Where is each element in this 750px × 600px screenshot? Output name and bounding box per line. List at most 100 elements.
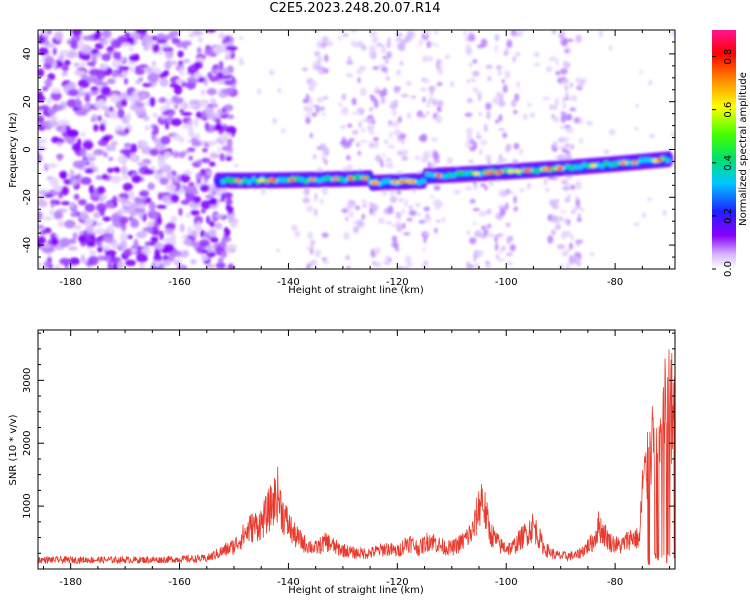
heatmap-streak-blob xyxy=(551,229,556,236)
heatmap-streak-blob xyxy=(345,60,354,66)
snr-panel: -180 -160 -140 -120 -100 -80 1000 2000 3000 Hei… xyxy=(8,329,676,596)
heatmap-streak-blob xyxy=(322,96,329,100)
heatmap-streak-blob xyxy=(565,113,573,121)
signal-band-core xyxy=(451,172,457,178)
heatmap-sparse-blob xyxy=(311,239,316,245)
signal-band-core xyxy=(664,157,671,163)
y-tick-label: 1000 xyxy=(22,493,33,518)
heatmap-streak-blob xyxy=(376,42,384,47)
heatmap-noise-blob xyxy=(111,59,121,68)
heatmap-noise-blob xyxy=(225,198,233,206)
heatmap-sparse-blob xyxy=(374,86,380,93)
signal-band-core xyxy=(320,176,327,182)
heatmap-streak-blob xyxy=(569,82,574,88)
signal-band-peak xyxy=(657,158,662,161)
heatmap-noise-blob xyxy=(93,149,105,156)
signal-band-core xyxy=(416,179,422,185)
heatmap-noise-blob xyxy=(195,111,202,119)
heatmap-streak-blob xyxy=(315,105,320,114)
heatmap-noise-blob xyxy=(166,98,171,109)
heatmap-noise-blob xyxy=(96,202,107,213)
heatmap-streak-blob xyxy=(472,221,477,226)
heatmap-streak-blob xyxy=(321,43,326,49)
heatmap-streak-blob xyxy=(483,228,489,236)
heatmap-noise-blob xyxy=(180,199,190,205)
colorbar-gradient xyxy=(712,30,736,269)
heatmap-noise-blob xyxy=(213,213,224,219)
heatmap-sparse-blob xyxy=(375,261,382,268)
heatmap-sparse-blob xyxy=(519,188,524,193)
heatmap-streak-blob xyxy=(434,227,438,234)
heatmap-noise-blob xyxy=(170,233,177,242)
heatmap-noise-blob xyxy=(73,70,86,77)
heatmap-noise-blob xyxy=(111,241,119,250)
heatmap-noise-blob xyxy=(180,249,190,258)
heatmap-streak-blob xyxy=(496,258,505,262)
heatmap-streak-blob xyxy=(498,100,506,107)
snr-series-line xyxy=(38,349,675,566)
heatmap-streak-blob xyxy=(508,238,514,242)
heatmap-sparse-blob xyxy=(406,112,412,119)
signal-band-core xyxy=(385,178,392,184)
heatmap-streak-blob xyxy=(387,144,395,149)
heatmap-noise-blob xyxy=(181,234,188,239)
heatmap-streak-blob xyxy=(485,102,492,111)
heatmap-noise-blob xyxy=(44,43,56,48)
heatmap-noise-blob xyxy=(169,83,180,88)
heatmap-streak-blob xyxy=(472,207,481,212)
heatmap-streak-blob xyxy=(513,195,517,204)
heatmap-streak-blob xyxy=(464,186,473,191)
heatmap-sparse-blob xyxy=(582,78,587,84)
heatmap-noise-blob xyxy=(96,81,109,87)
signal-band-core xyxy=(337,176,344,182)
heatmap-noise-blob xyxy=(44,56,55,65)
heatmap-noise-blob xyxy=(117,108,125,119)
heatmap-noise-blob xyxy=(138,77,144,82)
heatmap-noise-blob xyxy=(207,244,213,253)
heatmap-noise-blob xyxy=(200,200,213,210)
heatmap-noise-blob xyxy=(157,192,163,201)
signal-band-core xyxy=(586,163,592,169)
heatmap-streak-blob xyxy=(359,87,367,97)
heatmap-noise-blob xyxy=(80,147,87,158)
heatmap-sparse-blob xyxy=(529,112,536,118)
heatmap-streak-blob xyxy=(468,159,474,163)
heatmap-streak-blob xyxy=(465,44,471,49)
snr-y-axis-label: SNR (10 * v/v) xyxy=(8,414,19,485)
heatmap-streak-blob xyxy=(343,231,350,241)
heatmap-noise-blob xyxy=(144,125,150,131)
signal-band-peak xyxy=(558,167,563,170)
heatmap-noise-blob xyxy=(133,196,141,203)
heatmap-noise-blob xyxy=(105,201,114,209)
heatmap-streak-blob xyxy=(396,190,402,195)
heatmap-streak-blob xyxy=(388,131,393,139)
heatmap-streak-blob xyxy=(368,202,374,207)
heatmap-noise-blob xyxy=(122,182,133,192)
heatmap-sparse-blob xyxy=(272,117,277,124)
heatmap-noise-blob xyxy=(150,212,159,220)
heatmap-streak-blob xyxy=(469,237,477,245)
x-tick-label: -180 xyxy=(59,277,82,288)
heatmap-noise-blob xyxy=(69,238,77,245)
x-tick-label: -160 xyxy=(168,277,191,288)
heatmap-streak-blob xyxy=(564,49,570,53)
heatmap-noise-blob xyxy=(136,161,148,167)
heatmap-noise-blob xyxy=(136,252,148,263)
heatmap-streak-blob xyxy=(505,144,510,153)
heatmap-noise-blob xyxy=(197,76,206,83)
colorbar-tick-label: 0.4 xyxy=(723,155,734,171)
heatmap-streak-blob xyxy=(408,209,417,216)
heatmap-streak-blob xyxy=(560,115,566,124)
heatmap-sparse-blob xyxy=(225,50,233,57)
heatmap-streak-blob xyxy=(380,96,385,105)
heatmap-sparse-blob xyxy=(533,51,540,58)
heatmap-streak-blob xyxy=(389,196,398,203)
signal-band-hot xyxy=(483,170,491,175)
heatmap-noise-blob xyxy=(82,35,95,41)
heatmap-noise-blob xyxy=(193,117,199,128)
heatmap-streak-blob xyxy=(351,97,357,106)
heatmap-noise-blob xyxy=(188,155,193,161)
heatmap-sparse-blob xyxy=(648,79,653,86)
heatmap-noise-blob xyxy=(103,151,108,158)
heatmap-streak-blob xyxy=(306,263,311,269)
